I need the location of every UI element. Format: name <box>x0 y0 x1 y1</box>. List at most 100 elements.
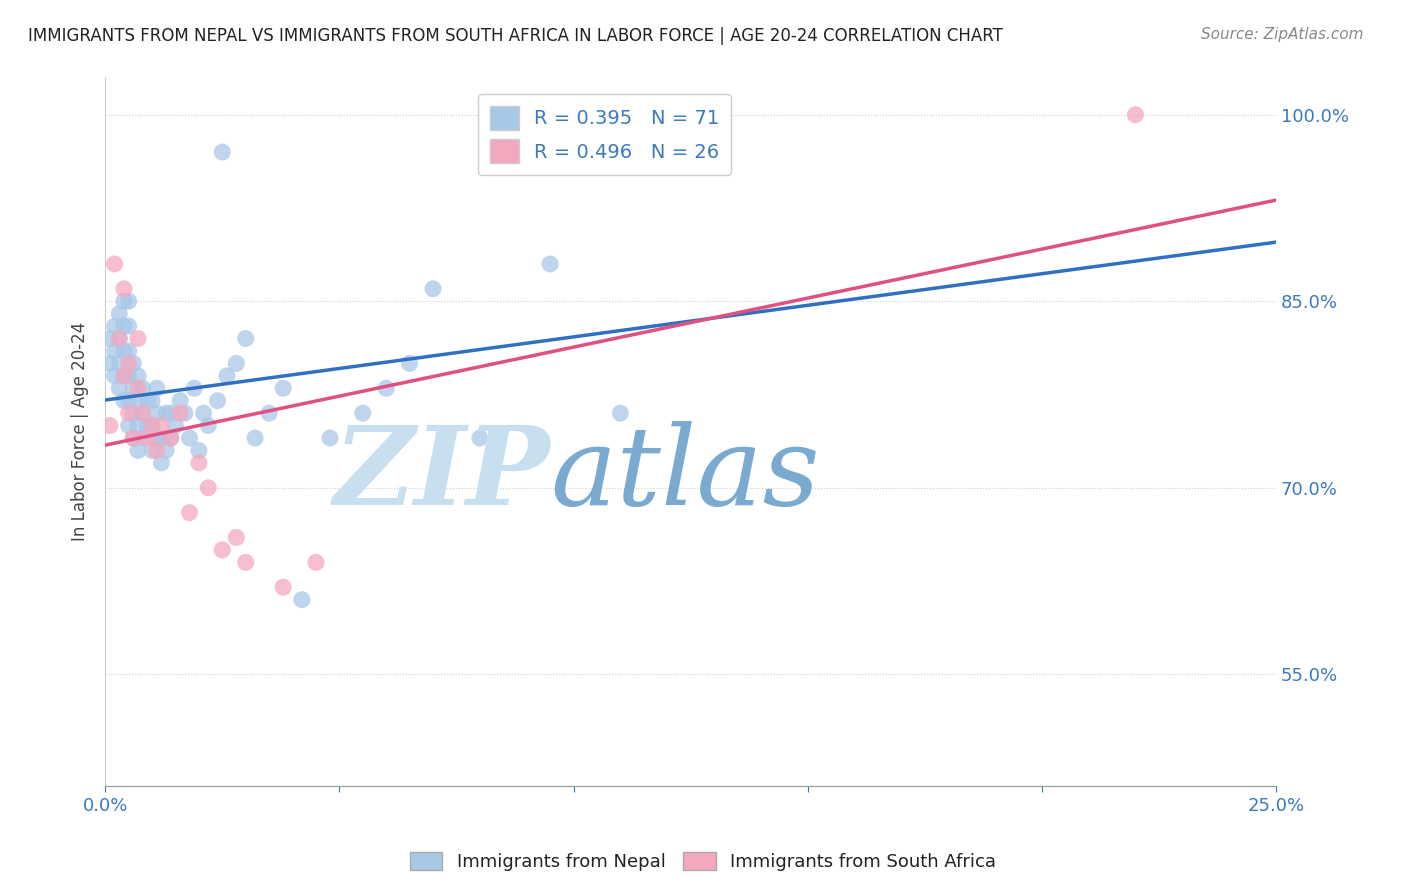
Point <box>122 406 145 420</box>
Point <box>141 393 163 408</box>
Point <box>103 319 125 334</box>
Point <box>169 393 191 408</box>
Point <box>127 443 149 458</box>
Point <box>145 406 167 420</box>
Point <box>112 282 135 296</box>
Point <box>235 555 257 569</box>
Point <box>159 406 181 420</box>
Point <box>225 356 247 370</box>
Point <box>150 431 173 445</box>
Point <box>127 381 149 395</box>
Point <box>422 282 444 296</box>
Point <box>173 406 195 420</box>
Text: atlas: atlas <box>550 420 820 528</box>
Point <box>179 431 201 445</box>
Point <box>145 381 167 395</box>
Point <box>207 393 229 408</box>
Point <box>117 406 139 420</box>
Point <box>150 456 173 470</box>
Point <box>131 406 153 420</box>
Point <box>141 418 163 433</box>
Point <box>108 307 131 321</box>
Point <box>319 431 342 445</box>
Point <box>1125 108 1147 122</box>
Point <box>112 368 135 383</box>
Legend: R = 0.395   N = 71, R = 0.496   N = 26: R = 0.395 N = 71, R = 0.496 N = 26 <box>478 95 731 175</box>
Point <box>468 431 491 445</box>
Point <box>679 108 702 122</box>
Point <box>197 481 219 495</box>
Point <box>169 406 191 420</box>
Point <box>271 580 294 594</box>
Point <box>235 332 257 346</box>
Point <box>127 393 149 408</box>
Point <box>112 319 135 334</box>
Point <box>145 443 167 458</box>
Point <box>609 406 631 420</box>
Point <box>398 356 420 370</box>
Point <box>179 506 201 520</box>
Point <box>117 356 139 370</box>
Point <box>108 356 131 370</box>
Point <box>117 418 139 433</box>
Point <box>197 418 219 433</box>
Point <box>141 418 163 433</box>
Point <box>117 368 139 383</box>
Point <box>187 443 209 458</box>
Point <box>112 368 135 383</box>
Point <box>127 418 149 433</box>
Point <box>131 406 153 420</box>
Point <box>150 418 173 433</box>
Point <box>305 555 328 569</box>
Point <box>375 381 398 395</box>
Point <box>243 431 266 445</box>
Point <box>117 319 139 334</box>
Point <box>215 368 238 383</box>
Point <box>122 431 145 445</box>
Point <box>122 431 145 445</box>
Text: Source: ZipAtlas.com: Source: ZipAtlas.com <box>1201 27 1364 42</box>
Point <box>122 356 145 370</box>
Point <box>155 443 177 458</box>
Point <box>108 332 131 346</box>
Point <box>117 294 139 309</box>
Point <box>131 381 153 395</box>
Point <box>103 343 125 358</box>
Point <box>159 431 181 445</box>
Point <box>103 257 125 271</box>
Point <box>108 332 131 346</box>
Point <box>538 257 561 271</box>
Point <box>117 393 139 408</box>
Point <box>291 592 314 607</box>
Point <box>136 393 159 408</box>
Point <box>211 145 233 159</box>
Point <box>98 356 121 370</box>
Point <box>98 332 121 346</box>
Point <box>136 431 159 445</box>
Point <box>141 443 163 458</box>
Point <box>103 368 125 383</box>
Point <box>131 431 153 445</box>
Point <box>112 343 135 358</box>
Point <box>122 381 145 395</box>
Y-axis label: In Labor Force | Age 20-24: In Labor Force | Age 20-24 <box>72 322 89 541</box>
Point <box>352 406 374 420</box>
Point <box>187 456 209 470</box>
Point <box>127 368 149 383</box>
Point <box>127 332 149 346</box>
Point <box>165 418 187 433</box>
Point <box>211 542 233 557</box>
Point <box>257 406 280 420</box>
Point <box>145 431 167 445</box>
Point <box>271 381 294 395</box>
Text: ZIP: ZIP <box>333 420 550 528</box>
Legend: Immigrants from Nepal, Immigrants from South Africa: Immigrants from Nepal, Immigrants from S… <box>402 845 1004 879</box>
Point <box>225 531 247 545</box>
Point <box>183 381 205 395</box>
Point <box>112 294 135 309</box>
Point <box>159 431 181 445</box>
Point <box>117 343 139 358</box>
Point <box>155 406 177 420</box>
Text: IMMIGRANTS FROM NEPAL VS IMMIGRANTS FROM SOUTH AFRICA IN LABOR FORCE | AGE 20-24: IMMIGRANTS FROM NEPAL VS IMMIGRANTS FROM… <box>28 27 1002 45</box>
Point <box>98 418 121 433</box>
